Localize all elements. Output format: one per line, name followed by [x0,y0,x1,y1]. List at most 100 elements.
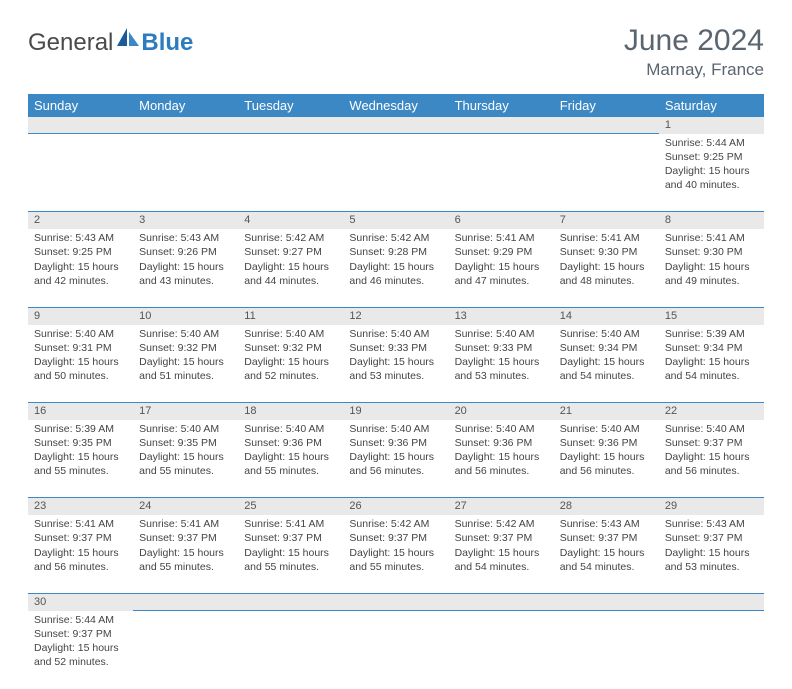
week-row: Sunrise: 5:40 AMSunset: 9:31 PMDaylight:… [28,325,764,403]
day-line: and 55 minutes. [139,560,232,574]
day-number-cell [28,117,133,134]
day-line: Daylight: 15 hours [665,164,758,178]
day-line: Sunset: 9:29 PM [455,245,548,259]
day-line: Daylight: 15 hours [455,355,548,369]
day-number-row: 23242526272829 [28,498,764,515]
month-title: June 2024 [624,24,764,58]
day-line: Sunset: 9:37 PM [34,531,127,545]
day-line: and 55 minutes. [34,464,127,478]
day-line: Sunset: 9:35 PM [139,436,232,450]
day-line: Daylight: 15 hours [455,450,548,464]
day-line: Sunset: 9:37 PM [139,531,232,545]
logo: General Blue [28,28,193,57]
day-number-cell: 10 [133,307,238,324]
weekday-header: Monday [133,94,238,117]
day-line: and 55 minutes. [139,464,232,478]
day-line: Sunrise: 5:40 AM [139,327,232,341]
day-cell: Sunrise: 5:43 AMSunset: 9:25 PMDaylight:… [28,229,133,307]
day-line: Sunrise: 5:41 AM [560,231,653,245]
day-line: Sunset: 9:25 PM [34,245,127,259]
day-cell: Sunrise: 5:43 AMSunset: 9:37 PMDaylight:… [554,515,659,593]
day-line: Sunrise: 5:43 AM [139,231,232,245]
day-line: Sunrise: 5:41 AM [34,517,127,531]
day-line: Daylight: 15 hours [139,546,232,560]
day-cell [343,134,448,212]
day-number-cell: 29 [659,498,764,515]
day-content: Sunrise: 5:43 AMSunset: 9:26 PMDaylight:… [133,229,238,292]
day-line: Sunrise: 5:39 AM [665,327,758,341]
day-number-row: 16171819202122 [28,403,764,420]
day-number-cell: 23 [28,498,133,515]
day-line: Sunset: 9:36 PM [560,436,653,450]
day-number-cell: 2 [28,212,133,229]
day-line: Sunrise: 5:40 AM [349,327,442,341]
day-cell [659,611,764,689]
day-line: and 55 minutes. [349,560,442,574]
day-content: Sunrise: 5:40 AMSunset: 9:33 PMDaylight:… [449,325,554,388]
day-line: Daylight: 15 hours [349,450,442,464]
day-line: Sunrise: 5:42 AM [244,231,337,245]
day-cell [133,611,238,689]
day-cell: Sunrise: 5:44 AMSunset: 9:37 PMDaylight:… [28,611,133,689]
weekday-header-row: Sunday Monday Tuesday Wednesday Thursday… [28,94,764,117]
day-cell: Sunrise: 5:43 AMSunset: 9:37 PMDaylight:… [659,515,764,593]
day-content: Sunrise: 5:42 AMSunset: 9:37 PMDaylight:… [449,515,554,578]
day-line: Daylight: 15 hours [560,355,653,369]
day-number-cell: 18 [238,403,343,420]
day-cell: Sunrise: 5:41 AMSunset: 9:37 PMDaylight:… [133,515,238,593]
day-number-row: 30 [28,593,764,610]
day-content: Sunrise: 5:40 AMSunset: 9:36 PMDaylight:… [449,420,554,483]
day-line: Sunset: 9:26 PM [139,245,232,259]
day-line: Sunset: 9:33 PM [349,341,442,355]
logo-text-a: General [28,29,113,57]
day-line: and 43 minutes. [139,274,232,288]
day-number-row: 9101112131415 [28,307,764,324]
day-line: and 54 minutes. [560,369,653,383]
day-line: Sunrise: 5:39 AM [34,422,127,436]
day-line: Sunrise: 5:42 AM [349,231,442,245]
day-content: Sunrise: 5:40 AMSunset: 9:36 PMDaylight:… [554,420,659,483]
day-content: Sunrise: 5:41 AMSunset: 9:37 PMDaylight:… [238,515,343,578]
day-line: and 40 minutes. [665,178,758,192]
day-line: Daylight: 15 hours [665,546,758,560]
day-cell: Sunrise: 5:43 AMSunset: 9:26 PMDaylight:… [133,229,238,307]
day-number-cell [238,117,343,134]
day-cell: Sunrise: 5:42 AMSunset: 9:27 PMDaylight:… [238,229,343,307]
day-content: Sunrise: 5:40 AMSunset: 9:34 PMDaylight:… [554,325,659,388]
day-cell: Sunrise: 5:42 AMSunset: 9:37 PMDaylight:… [449,515,554,593]
day-content: Sunrise: 5:40 AMSunset: 9:32 PMDaylight:… [133,325,238,388]
day-number-cell: 9 [28,307,133,324]
day-cell: Sunrise: 5:40 AMSunset: 9:34 PMDaylight:… [554,325,659,403]
day-line: Sunset: 9:30 PM [665,245,758,259]
day-line: Daylight: 15 hours [349,260,442,274]
day-number-cell: 25 [238,498,343,515]
day-cell: Sunrise: 5:41 AMSunset: 9:37 PMDaylight:… [28,515,133,593]
day-number-cell [343,117,448,134]
logo-text-b: Blue [141,29,193,57]
day-line: and 44 minutes. [244,274,337,288]
day-cell: Sunrise: 5:42 AMSunset: 9:28 PMDaylight:… [343,229,448,307]
day-cell: Sunrise: 5:41 AMSunset: 9:30 PMDaylight:… [554,229,659,307]
day-line: Daylight: 15 hours [244,355,337,369]
day-line: Daylight: 15 hours [455,546,548,560]
day-number-cell: 11 [238,307,343,324]
day-cell: Sunrise: 5:40 AMSunset: 9:36 PMDaylight:… [554,420,659,498]
day-content: Sunrise: 5:43 AMSunset: 9:25 PMDaylight:… [28,229,133,292]
day-line: Daylight: 15 hours [349,355,442,369]
day-line: and 54 minutes. [455,560,548,574]
day-cell [238,611,343,689]
day-line: Sunrise: 5:43 AM [560,517,653,531]
day-number-cell: 16 [28,403,133,420]
day-line: Daylight: 15 hours [34,355,127,369]
day-content: Sunrise: 5:43 AMSunset: 9:37 PMDaylight:… [554,515,659,578]
day-line: Daylight: 15 hours [139,355,232,369]
day-number-row: 1 [28,117,764,134]
day-content: Sunrise: 5:40 AMSunset: 9:36 PMDaylight:… [238,420,343,483]
day-content: Sunrise: 5:41 AMSunset: 9:37 PMDaylight:… [28,515,133,578]
day-line: Sunset: 9:36 PM [244,436,337,450]
day-line: Sunrise: 5:40 AM [560,327,653,341]
day-line: Sunset: 9:25 PM [665,150,758,164]
day-number-cell: 5 [343,212,448,229]
week-row: Sunrise: 5:44 AMSunset: 9:25 PMDaylight:… [28,134,764,212]
day-line: Daylight: 15 hours [349,546,442,560]
